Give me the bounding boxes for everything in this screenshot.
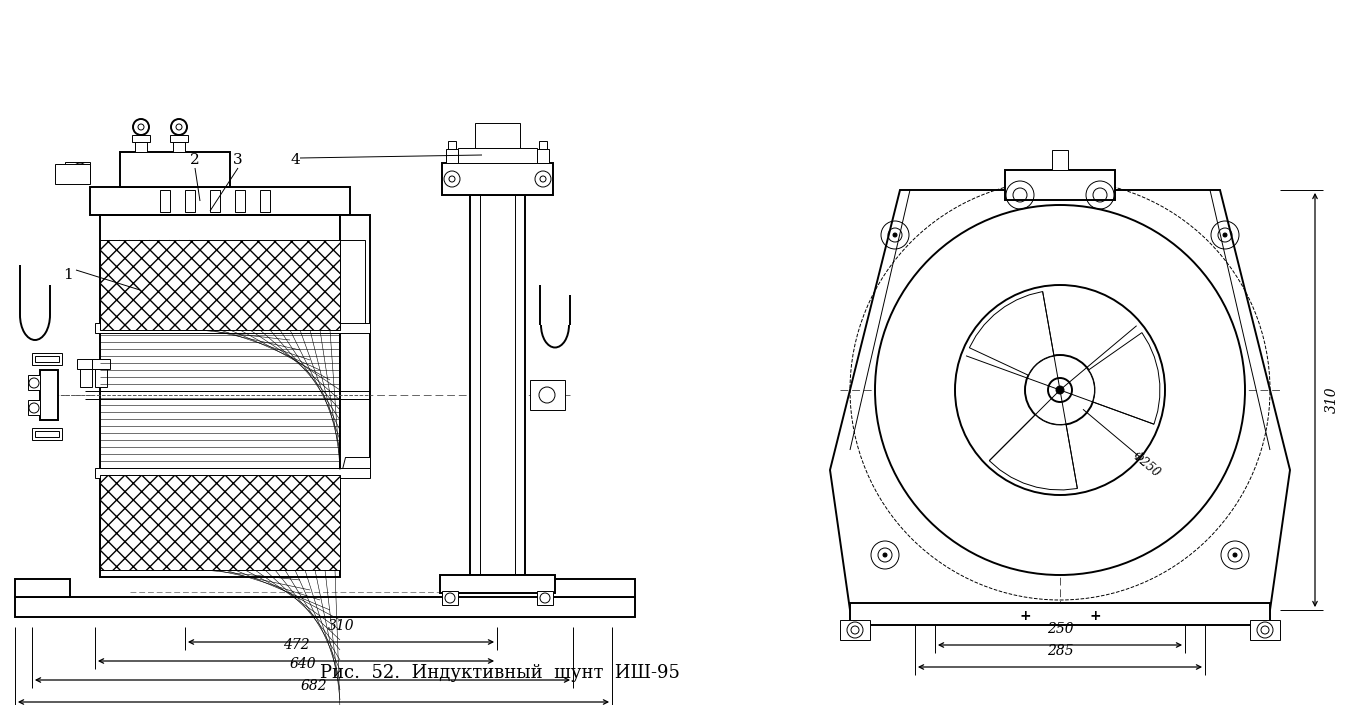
Bar <box>448 141 456 149</box>
Bar <box>235 190 245 212</box>
Text: 285: 285 <box>1047 644 1073 658</box>
Text: 250: 250 <box>1047 622 1073 636</box>
Bar <box>36 431 59 437</box>
Circle shape <box>1025 355 1095 425</box>
Bar <box>470 195 524 575</box>
Bar <box>64 162 90 178</box>
Bar <box>1250 620 1280 640</box>
Bar <box>160 190 170 212</box>
Polygon shape <box>1088 333 1160 424</box>
Polygon shape <box>340 457 370 477</box>
Bar <box>31 353 62 365</box>
Bar <box>92 359 110 369</box>
Bar <box>94 468 370 478</box>
Circle shape <box>883 553 887 557</box>
Circle shape <box>893 233 897 237</box>
Bar <box>185 190 194 212</box>
Text: 1: 1 <box>63 268 73 282</box>
Bar <box>55 164 90 184</box>
Bar <box>539 141 548 149</box>
Bar <box>170 135 188 142</box>
Bar <box>841 620 871 640</box>
Bar <box>340 215 370 477</box>
Bar <box>100 475 340 570</box>
Text: 310: 310 <box>1325 386 1339 413</box>
Bar <box>15 597 635 617</box>
Bar <box>100 240 340 330</box>
Bar <box>40 370 57 420</box>
Polygon shape <box>969 292 1054 375</box>
Bar <box>539 579 635 597</box>
Bar <box>850 603 1270 625</box>
Bar <box>260 190 270 212</box>
Bar <box>100 475 340 570</box>
Text: 4: 4 <box>290 153 300 167</box>
Circle shape <box>171 119 188 135</box>
Circle shape <box>956 285 1165 495</box>
Bar <box>27 400 40 415</box>
Bar <box>442 591 459 605</box>
Polygon shape <box>830 190 1290 610</box>
Text: 3: 3 <box>233 153 242 167</box>
Bar <box>537 149 549 163</box>
Bar <box>36 356 59 362</box>
Bar <box>79 369 92 387</box>
Bar <box>537 591 553 605</box>
Bar <box>530 380 565 410</box>
Bar <box>31 428 62 440</box>
Circle shape <box>133 119 149 135</box>
Text: Φ250: Φ250 <box>1129 450 1162 480</box>
Bar <box>94 323 370 333</box>
Circle shape <box>1223 233 1227 237</box>
Text: 472: 472 <box>282 638 309 652</box>
Bar <box>77 359 94 369</box>
Text: Рис.  52.  Индуктивный  шунт  ИШ-95: Рис. 52. Индуктивный шунт ИШ-95 <box>320 664 680 682</box>
Text: 682: 682 <box>300 679 327 693</box>
Bar <box>90 187 350 215</box>
Bar <box>209 190 220 212</box>
Bar <box>100 330 340 475</box>
Circle shape <box>875 205 1244 575</box>
Bar <box>94 369 107 387</box>
Bar <box>100 215 340 577</box>
Circle shape <box>1055 386 1064 394</box>
Bar <box>459 148 537 163</box>
Circle shape <box>138 124 144 130</box>
Bar <box>27 375 40 390</box>
Text: +: + <box>1019 609 1031 623</box>
Text: +: + <box>1090 609 1101 623</box>
Bar <box>1051 150 1068 170</box>
Bar <box>475 123 520 148</box>
Bar <box>340 240 366 330</box>
Bar <box>442 163 553 195</box>
Bar <box>15 579 70 597</box>
Text: 2: 2 <box>190 153 200 167</box>
Circle shape <box>177 124 182 130</box>
Bar <box>172 142 185 152</box>
Bar <box>100 240 340 330</box>
Circle shape <box>1049 378 1072 402</box>
Circle shape <box>1233 553 1238 557</box>
Bar <box>120 152 230 187</box>
Text: 640: 640 <box>289 657 316 671</box>
Bar <box>446 149 459 163</box>
Bar <box>439 575 554 593</box>
Bar <box>131 135 151 142</box>
Text: 310: 310 <box>327 619 355 633</box>
Bar <box>136 142 146 152</box>
Bar <box>1005 170 1114 200</box>
Polygon shape <box>990 415 1077 490</box>
